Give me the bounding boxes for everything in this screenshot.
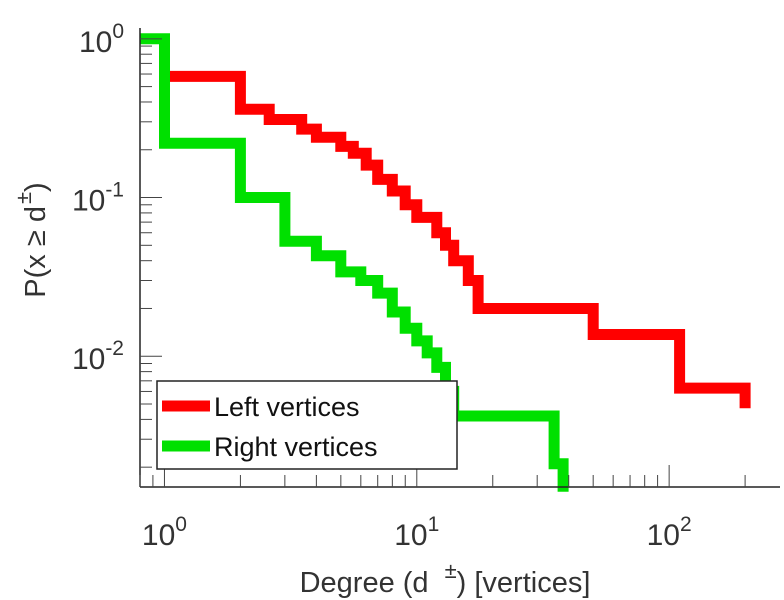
ticks-layer: 100 101 102 100 10-1 10-2: [72, 20, 746, 552]
legend-label-left-vertices: Left vertices: [214, 392, 360, 422]
y-axis-label-sup: ±: [11, 192, 36, 204]
x-axis-label-tail: ) [vertices]: [457, 567, 591, 599]
y-axis-label-main: P(x ≥ d: [20, 206, 52, 298]
legend: Left vertices Right vertices: [156, 380, 458, 470]
x-axis-label-sup: ±: [445, 558, 457, 583]
y-axis-label-tail: ): [20, 182, 52, 192]
axes-layer: [139, 28, 780, 488]
x-axis-label-main: Degree (d: [300, 567, 429, 599]
y-tick-label: 10-1: [72, 179, 124, 218]
x-axis-label: Degree (d ±) [vertices]: [300, 558, 591, 599]
x-tick-label: 100: [142, 513, 187, 552]
y-tick-label: 100: [79, 20, 124, 59]
legend-label-right-vertices: Right vertices: [214, 432, 378, 462]
legend-box: [156, 380, 458, 470]
x-tick-label: 102: [647, 513, 692, 552]
x-tick-label: 101: [394, 513, 439, 552]
series-line-left-vertices: [164, 70, 751, 409]
y-tick-label: 10-2: [72, 337, 124, 376]
y-axis-label: P(x ≥ d ±): [11, 182, 52, 297]
